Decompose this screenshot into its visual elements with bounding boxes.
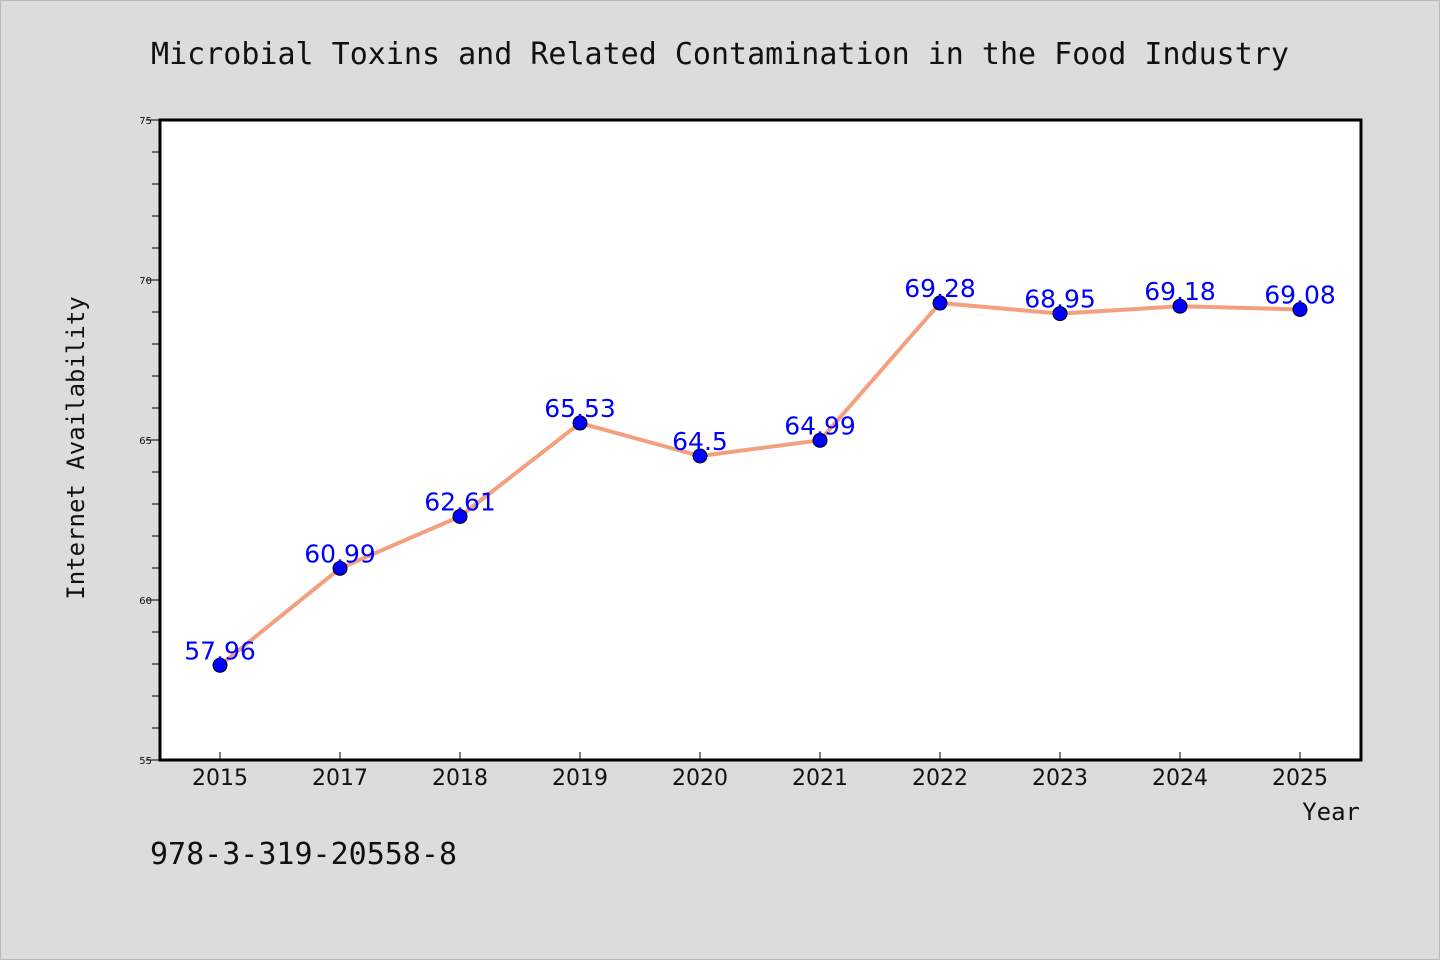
data-label: 69.18 [1144,277,1216,306]
data-point [212,657,228,673]
data-point [572,415,588,431]
x-tick-label: 2021 [792,766,848,791]
data-label: 69.28 [904,274,976,303]
data-point [932,295,948,311]
footer-annotation: 978-3-319-20558-8 [150,837,457,872]
y-tick-label: 75 [139,116,152,127]
x-tick-label: 2024 [1152,766,1208,791]
x-tick-label: 2019 [552,766,608,791]
x-axis-label: Year [1302,798,1360,826]
x-tick-label: 2018 [432,766,488,791]
x-tick-label: 2020 [672,766,728,791]
data-label: 69.08 [1264,280,1336,309]
y-tick-label: 70 [139,276,152,287]
x-tick-label: 2025 [1272,766,1328,791]
data-point [332,560,348,576]
y-axis: 55 60 65 70 75 [139,116,160,767]
series-line [218,301,1301,667]
x-tick-label: 2015 [192,766,248,791]
data-label: 60.99 [304,539,376,568]
data-label: 64.5 [672,427,728,456]
data-label: 68.95 [1024,285,1096,314]
data-point [1172,298,1188,314]
plot-border [158,118,1363,762]
data-label: 65.53 [544,394,616,423]
x-axis: 2015 2017 2018 2019 2020 2021 2022 2023 2024 2025 [192,752,1328,791]
data-label: 57.96 [184,636,256,665]
data-label: 64.99 [784,411,856,440]
data-point [452,508,468,524]
y-tick-label: 55 [139,756,152,767]
data-labels: 57.96 60.99 62.61 65.53 64.5 64.99 69.28 68.95 6… [184,274,1336,665]
y-tick-label: 60 [139,596,152,607]
series-markers [212,295,1308,673]
data-label: 62.61 [424,487,496,516]
x-tick-label: 2022 [912,766,968,791]
data-point [1292,301,1308,317]
data-point [1052,306,1068,322]
chart-title: Microbial Toxins and Related Contaminati… [151,37,1289,72]
plot-area [160,120,1361,760]
data-point [812,432,828,448]
y-axis-label: Internet Availability [62,296,90,599]
data-point [692,448,708,464]
x-tick-label: 2017 [312,766,368,791]
x-tick-label: 2023 [1032,766,1088,791]
y-tick-label: 65 [139,436,152,447]
